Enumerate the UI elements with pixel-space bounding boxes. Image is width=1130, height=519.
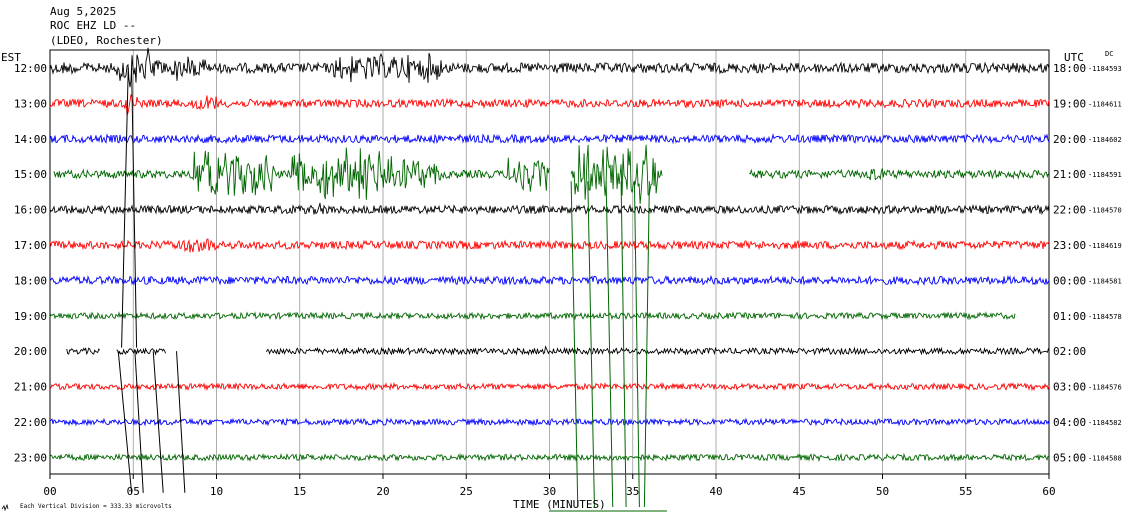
dc-offset-label: -1184602 — [1088, 136, 1122, 144]
utc-time-label: 04:00 — [1053, 416, 1086, 429]
utc-time-label: 18:00 — [1053, 62, 1086, 75]
event-stroke — [134, 351, 144, 493]
dc-offset-label: -1184576 — [1088, 384, 1122, 392]
x-tick-label: 45 — [793, 485, 806, 498]
event-stroke — [605, 181, 614, 507]
event-stroke — [131, 67, 138, 348]
est-time-label: 22:00 — [14, 416, 47, 429]
dc-offset-label: -1184611 — [1088, 100, 1122, 108]
event-stroke — [587, 181, 595, 507]
event-stroke — [570, 181, 579, 507]
est-time-label: 12:00 — [14, 62, 47, 75]
trace-line — [49, 94, 1050, 117]
x-tick-group: 00 05 10 15 20 25 30 35 40 45 50 55 60 — [43, 474, 1056, 498]
x-tick-label: 40 — [709, 485, 722, 498]
utc-time-label: 21:00 — [1053, 168, 1086, 181]
x-tick-label: 00 — [43, 485, 56, 498]
trace-line — [66, 347, 101, 356]
event-stroke — [117, 351, 133, 493]
dc-offset-label: -1184593 — [1088, 65, 1122, 73]
trace-group — [49, 47, 1050, 463]
x-tick-label: 35 — [626, 485, 639, 498]
dc-offset-label: -1184588 — [1088, 454, 1122, 462]
utc-time-label: 03:00 — [1053, 381, 1086, 394]
est-time-label: 13:00 — [14, 97, 47, 110]
est-time-label: 17:00 — [14, 239, 47, 252]
scale-note: Each Vertical Division = 333.33 microvol… — [20, 503, 172, 510]
trace-line — [49, 47, 1050, 88]
x-tick-label: 25 — [460, 485, 473, 498]
trace-line — [49, 381, 1050, 392]
x-tick-label: 20 — [376, 485, 389, 498]
utc-time-label: 00:00 — [1053, 274, 1086, 287]
trace-line — [266, 345, 1049, 356]
chart-station: ROC EHZ LD -- — [50, 19, 136, 32]
dc-offset-label: -1184619 — [1088, 242, 1122, 250]
trace-line — [49, 452, 1050, 463]
event-stroke — [643, 181, 650, 507]
est-time-label: 14:00 — [14, 133, 47, 146]
dc-offset-label: -1184578 — [1088, 313, 1122, 321]
trace-line — [749, 168, 1049, 181]
est-time-label: 16:00 — [14, 204, 47, 217]
x-tick-label: 15 — [293, 485, 306, 498]
x-tick-label: 05 — [127, 485, 140, 498]
chart-network: (LDEO, Rochester) — [50, 34, 163, 47]
est-time-label: 18:00 — [14, 274, 47, 287]
seismograph-icon — [1, 503, 9, 512]
utc-time-label: 20:00 — [1053, 133, 1086, 146]
est-time-label: 21:00 — [14, 381, 47, 394]
utc-time-label: 22:00 — [1053, 204, 1086, 217]
trace-line — [49, 202, 1050, 216]
utc-time-label: 23:00 — [1053, 239, 1086, 252]
utc-time-label: 02:00 — [1053, 345, 1086, 358]
x-tick-label: 55 — [959, 485, 972, 498]
event-stroke — [152, 351, 164, 493]
x-tick-label: 30 — [543, 485, 556, 498]
event-stroke — [121, 67, 129, 348]
trace-line — [49, 417, 1050, 427]
dc-offset-label: -1184570 — [1088, 207, 1122, 215]
trace-line — [570, 144, 663, 204]
plot-grid — [132, 50, 967, 474]
right-axis-title: UTC — [1064, 51, 1084, 64]
dc-offset-label: -1184591 — [1088, 171, 1122, 179]
dc-offset-label: -1184581 — [1088, 277, 1122, 285]
dc-offset-label: -1184582 — [1088, 419, 1122, 427]
x-tick-label: 50 — [876, 485, 889, 498]
est-time-label: 23:00 — [14, 451, 47, 464]
left-axis-title: EST — [1, 51, 21, 64]
dc-label: DC — [1105, 50, 1113, 58]
x-axis-title: TIME (MINUTES) — [513, 498, 606, 511]
event-stroke — [620, 181, 627, 507]
x-tick-label: 60 — [1042, 485, 1055, 498]
trace-line — [116, 347, 167, 356]
event-stroke-group — [117, 67, 650, 507]
chart-date: Aug 5,2025 — [50, 5, 116, 18]
event-stroke — [176, 351, 186, 493]
trace-line — [49, 238, 1050, 253]
trace-line — [49, 133, 1050, 145]
utc-time-label: 01:00 — [1053, 310, 1086, 323]
utc-time-label: 05:00 — [1053, 451, 1086, 464]
event-stroke — [633, 181, 640, 507]
trace-line — [49, 311, 1016, 321]
est-time-label: 20:00 — [14, 345, 47, 358]
trace-line — [53, 147, 550, 200]
x-tick-label: 10 — [210, 485, 223, 498]
utc-time-label: 19:00 — [1053, 97, 1086, 110]
est-time-label: 19:00 — [14, 310, 47, 323]
est-time-label: 15:00 — [14, 168, 47, 181]
trace-line — [49, 274, 1050, 287]
